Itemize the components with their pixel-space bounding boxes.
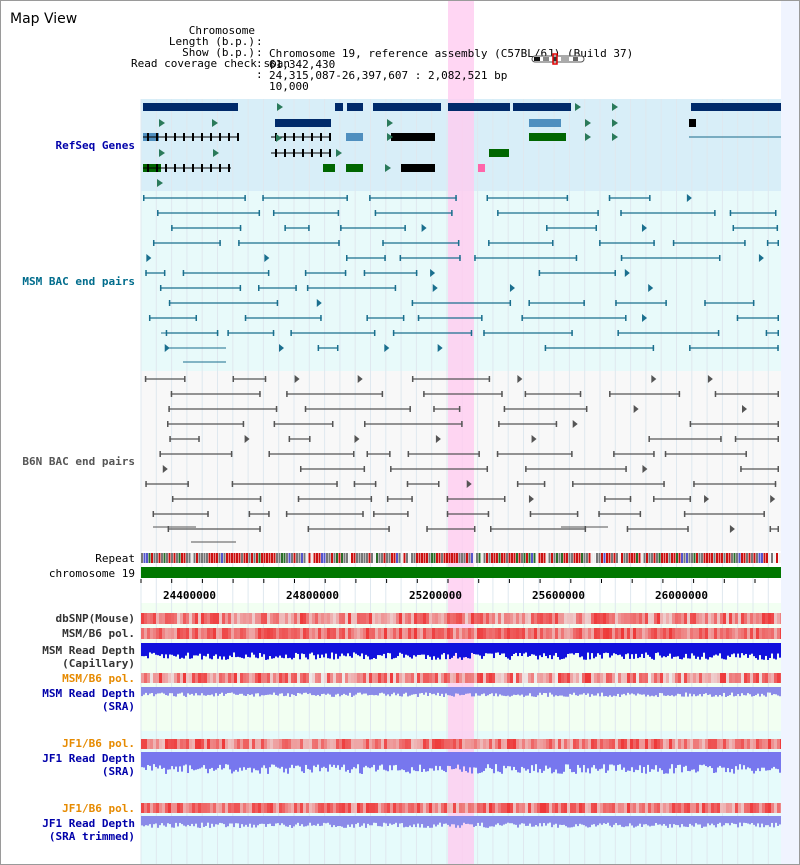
track-label-chromosome[interactable]: chromosome 19 [48,567,135,580]
info-sep: : [256,68,270,81]
track-label-jf1-b6-pol[interactable]: JF1/B6 pol. [62,737,135,750]
track-label-msm-bac[interactable]: MSM BAC end pairs [22,275,135,288]
window-title: Map View [10,11,78,27]
info-value: 61,342,430 [269,57,336,71]
highlight-region [448,1,474,864]
b6n-bac-pairs [144,375,779,543]
track-label-jf1-depth-trim-sub: (SRA trimmed) [48,830,135,843]
track-label-jf1-depth-sra-sub: (SRA) [101,765,135,778]
track-label-jf1-depth-trim[interactable]: JF1 Read Depth [42,817,135,830]
info-value: Chromosome 19, reference assembly (C57BL… [269,46,634,60]
chromosome-ideogram-icon[interactable] [531,53,585,65]
track-label-msm-b6-pol-2[interactable]: MSM/B6 pol. [62,672,135,685]
info-value: 24,315,087-26,397,607 : 2,082,521 bp [269,68,508,82]
repeat-track [141,553,781,563]
depth-tracks [141,643,781,828]
info-value: 10,000 [269,79,309,93]
tick-label: 25200000 [409,589,462,602]
info-key: Show (b.p.) [182,45,255,59]
tick-label: 25600000 [532,589,585,602]
track-label-msm-depth-cap-sub: (Capillary) [62,657,135,670]
track-label-repeat[interactable]: Repeat [95,552,135,565]
heat-tracks [141,613,783,813]
track-label-refseq[interactable]: RefSeq Genes [55,139,135,152]
info-row-span: Read coverage check span : 10,000 [1,46,309,104]
track-label-jf1-depth-sra[interactable]: JF1 Read Depth [42,752,135,765]
refseq-gene-glyphs [143,103,781,187]
info-key: Read coverage check span [131,56,290,70]
track-label-dbsnp[interactable]: dbSNP(Mouse) [55,612,135,625]
scale-ticks [140,579,756,583]
chromosome-bar [141,567,781,578]
info-row-chromosome: Chromosome : Chromosome 19, reference as… [1,13,633,71]
track-label-msm-b6-pol[interactable]: MSM/B6 pol. [62,627,135,640]
track-label-msm-depth-sra[interactable]: MSM Read Depth [42,687,135,700]
track-label-msm-depth-cap[interactable]: MSM Read Depth [42,644,135,657]
info-sep: : [256,35,270,48]
track-label-b6n-bac[interactable]: B6N BAC end pairs [22,455,135,468]
info-row-length: Length (b.p.) : 61,342,430 [1,24,335,82]
msm-bac-pairs [143,194,779,363]
scale-axis: 24400000 24800000 25200000 25600000 2600… [139,589,779,603]
tick-label: 26000000 [655,589,708,602]
tick-label: 24800000 [286,589,339,602]
info-key: Length (b.p.) [168,34,255,48]
track-label-jf1-b6-pol-2[interactable]: JF1/B6 pol. [62,802,135,815]
vertical-gridlines [140,99,769,864]
track-label-msm-depth-sra-sub: (SRA) [101,700,135,713]
info-sep: : [256,46,270,59]
info-key: Chromosome [188,23,255,37]
tick-label: 24400000 [163,589,216,602]
info-sep: : [256,57,270,70]
right-margin-strip [781,1,799,864]
info-row-show: Show (b.p.) : 24,315,087-26,397,607 : 2,… [1,35,507,93]
